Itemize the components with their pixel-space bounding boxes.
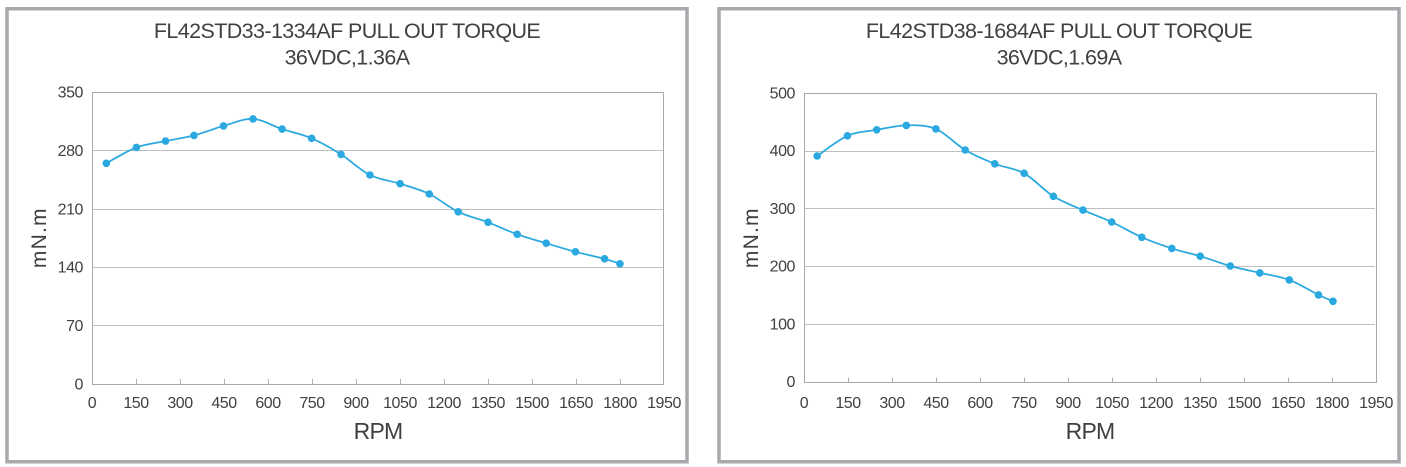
svg-text:1650: 1650 bbox=[559, 395, 593, 412]
svg-text:1800: 1800 bbox=[603, 395, 637, 412]
svg-text:1050: 1050 bbox=[1095, 395, 1129, 412]
svg-text:600: 600 bbox=[967, 395, 993, 412]
svg-text:0: 0 bbox=[88, 395, 97, 412]
svg-text:280: 280 bbox=[58, 143, 84, 160]
svg-text:600: 600 bbox=[255, 395, 281, 412]
svg-text:FL42STD33-1334AF PULL OUT TORQ: FL42STD33-1334AF PULL OUT TORQUE bbox=[154, 19, 541, 43]
svg-text:1800: 1800 bbox=[1315, 395, 1349, 412]
svg-text:750: 750 bbox=[1011, 395, 1037, 412]
svg-text:400: 400 bbox=[770, 143, 796, 160]
svg-text:450: 450 bbox=[211, 395, 237, 412]
svg-text:300: 300 bbox=[167, 395, 193, 412]
svg-text:mN.m: mN.m bbox=[740, 207, 763, 268]
svg-text:140: 140 bbox=[58, 260, 84, 277]
svg-text:450: 450 bbox=[923, 395, 949, 412]
svg-text:1350: 1350 bbox=[471, 395, 505, 412]
svg-text:1950: 1950 bbox=[1359, 395, 1393, 412]
svg-text:1650: 1650 bbox=[1271, 395, 1305, 412]
svg-text:200: 200 bbox=[770, 259, 796, 276]
svg-text:1200: 1200 bbox=[1139, 395, 1173, 412]
svg-text:RPM: RPM bbox=[354, 418, 403, 444]
svg-text:500: 500 bbox=[770, 86, 796, 103]
svg-text:100: 100 bbox=[770, 316, 796, 333]
svg-text:1050: 1050 bbox=[383, 395, 417, 412]
svg-text:70: 70 bbox=[66, 318, 83, 335]
svg-text:0: 0 bbox=[800, 395, 809, 412]
svg-text:900: 900 bbox=[1055, 395, 1081, 412]
svg-text:0: 0 bbox=[787, 374, 796, 391]
svg-text:36VDC,1.36A: 36VDC,1.36A bbox=[285, 46, 411, 70]
svg-text:1500: 1500 bbox=[1227, 395, 1261, 412]
svg-text:300: 300 bbox=[879, 395, 905, 412]
svg-text:750: 750 bbox=[299, 395, 325, 412]
svg-text:1950: 1950 bbox=[647, 395, 681, 412]
svg-text:150: 150 bbox=[835, 395, 861, 412]
svg-text:0: 0 bbox=[75, 377, 84, 394]
svg-text:RPM: RPM bbox=[1066, 418, 1115, 444]
svg-text:1200: 1200 bbox=[427, 395, 461, 412]
svg-text:350: 350 bbox=[58, 85, 84, 102]
svg-text:36VDC,1.69A: 36VDC,1.69A bbox=[997, 46, 1123, 70]
svg-text:mN.m: mN.m bbox=[28, 207, 51, 268]
svg-text:1350: 1350 bbox=[1183, 395, 1217, 412]
svg-text:150: 150 bbox=[123, 395, 149, 412]
svg-text:FL42STD38-1684AF PULL OUT TORQ: FL42STD38-1684AF PULL OUT TORQUE bbox=[866, 19, 1253, 43]
svg-text:900: 900 bbox=[343, 395, 369, 412]
svg-text:300: 300 bbox=[770, 201, 796, 218]
svg-text:1500: 1500 bbox=[515, 395, 549, 412]
svg-text:210: 210 bbox=[58, 201, 84, 218]
